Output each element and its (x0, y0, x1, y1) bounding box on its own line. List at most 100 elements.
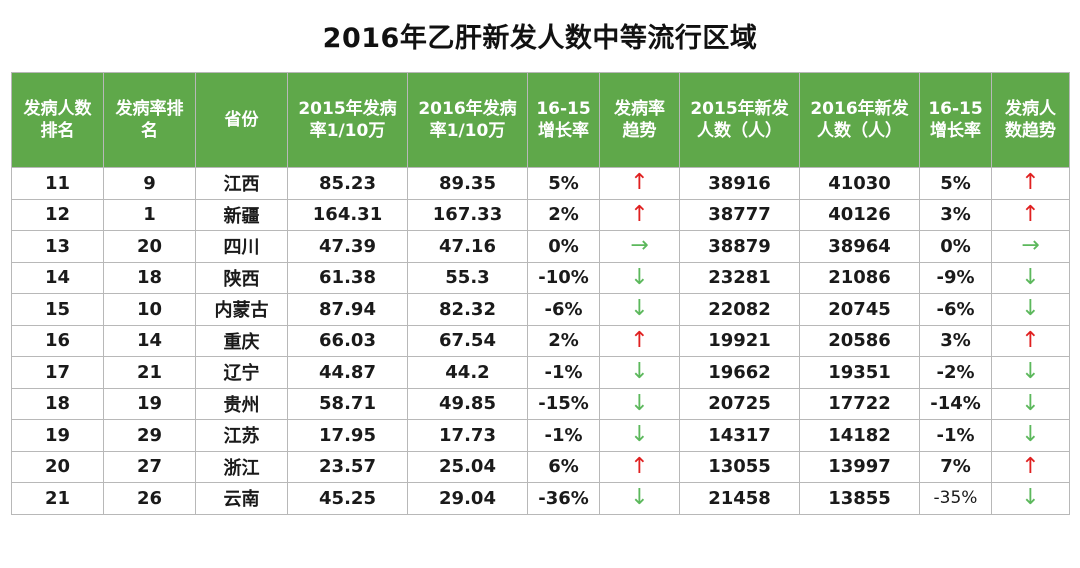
cases-2016-cell: 40126 (799, 198, 920, 231)
cases-2015-cell: 38777 (679, 198, 800, 231)
arrow-down-icon: ↓ (1021, 390, 1040, 416)
trend-cell: ↓ (991, 356, 1070, 389)
table-row: 12 1 新疆 164.31 167.33 2% ↑ 38777 40126 3% ↑ (11, 198, 1070, 231)
table-row: 11 9 江西 85.23 89.35 5% ↑ 38916 41030 5% ↑ (11, 167, 1070, 200)
cases-growth-cell: -1% (919, 419, 992, 452)
rank-cell: 17 (11, 356, 104, 389)
trend-cell: ↓ (991, 293, 1070, 326)
cases-growth-cell: 7% (919, 450, 992, 483)
cases-growth-cell: -35% (919, 482, 992, 515)
column-header: 发病率排名 (103, 72, 196, 168)
cases-2016-cell: 38964 (799, 230, 920, 263)
cases-2015-cell: 19662 (679, 356, 800, 389)
cases-2015-cell: 22082 (679, 293, 800, 326)
cases-2015-cell: 20725 (679, 387, 800, 420)
trend-cell: ↑ (599, 167, 680, 200)
table-row: 19 29 江苏 17.95 17.73 -1% ↓ 14317 14182 -1% ↓ (11, 419, 1070, 452)
trend-cell: → (599, 230, 680, 263)
province-cell: 江西 (195, 167, 288, 200)
table-row: 16 14 重庆 66.03 67.54 2% ↑ 19921 20586 3% ↑ (11, 324, 1070, 357)
rate-growth-cell: -36% (527, 482, 600, 515)
arrow-down-icon: ↓ (630, 422, 649, 448)
rate-2015-cell: 47.39 (287, 230, 408, 263)
rate-growth-cell: 2% (527, 198, 600, 231)
province-cell: 内蒙古 (195, 293, 288, 326)
rate-2015-cell: 61.38 (287, 261, 408, 294)
rank-cell: 15 (11, 293, 104, 326)
rate-2016-cell: 29.04 (407, 482, 528, 515)
cases-2016-cell: 41030 (799, 167, 920, 200)
arrow-up-icon: ↑ (1021, 327, 1040, 353)
column-header: 发病率 趋势 (599, 72, 680, 168)
column-header: 2016年发病 率1/10万 (407, 72, 528, 168)
trend-cell: ↑ (599, 324, 680, 357)
rate-rank-cell: 18 (103, 261, 196, 294)
rate-2016-cell: 67.54 (407, 324, 528, 357)
cases-2016-cell: 17722 (799, 387, 920, 420)
arrow-up-icon: ↑ (630, 327, 649, 353)
table-row: 15 10 内蒙古 87.94 82.32 -6% ↓ 22082 20745 -6% ↓ (11, 293, 1070, 326)
rate-growth-cell: -6% (527, 293, 600, 326)
column-header: 发病人 数趋势 (991, 72, 1070, 168)
rate-2015-cell: 58.71 (287, 387, 408, 420)
trend-cell: ↓ (991, 387, 1070, 420)
arrow-down-icon: ↓ (1021, 264, 1040, 290)
cases-growth-cell: -6% (919, 293, 992, 326)
rate-rank-cell: 14 (103, 324, 196, 357)
rate-growth-cell: -1% (527, 419, 600, 452)
trend-cell: ↑ (991, 198, 1070, 231)
cases-2015-cell: 23281 (679, 261, 800, 294)
rate-growth-cell: 2% (527, 324, 600, 357)
column-header: 省份 (195, 72, 288, 168)
arrow-right-icon: → (1021, 233, 1040, 259)
cases-2016-cell: 20586 (799, 324, 920, 357)
province-cell: 新疆 (195, 198, 288, 231)
rate-rank-cell: 29 (103, 419, 196, 452)
rate-growth-cell: -1% (527, 356, 600, 389)
rate-2015-cell: 87.94 (287, 293, 408, 326)
trend-cell: ↑ (991, 167, 1070, 200)
rate-growth-cell: -10% (527, 261, 600, 294)
rate-2016-cell: 17.73 (407, 419, 528, 452)
column-header: 2016年新发 人数（人） (799, 72, 920, 168)
trend-cell: → (991, 230, 1070, 263)
column-header: 16-15 增长率 (919, 72, 992, 168)
rate-growth-cell: 5% (527, 167, 600, 200)
rate-2016-cell: 89.35 (407, 167, 528, 200)
rate-2016-cell: 82.32 (407, 293, 528, 326)
cases-2015-cell: 38916 (679, 167, 800, 200)
rank-cell: 11 (11, 167, 104, 200)
arrow-down-icon: ↓ (1021, 359, 1040, 385)
header-row: 发病人数 排名 发病率排名省份 2015年发病 率1/10万 2016年发病 率1/10万 1… (11, 72, 1070, 168)
trend-cell: ↓ (991, 419, 1070, 452)
cases-2016-cell: 13855 (799, 482, 920, 515)
rank-cell: 13 (11, 230, 104, 263)
rate-rank-cell: 21 (103, 356, 196, 389)
province-cell: 辽宁 (195, 356, 288, 389)
cases-2015-cell: 38879 (679, 230, 800, 263)
arrow-down-icon: ↓ (1021, 296, 1040, 322)
trend-cell: ↑ (991, 450, 1070, 483)
table-row: 20 27 浙江 23.57 25.04 6% ↑ 13055 13997 7% ↑ (11, 450, 1070, 483)
trend-cell: ↓ (599, 387, 680, 420)
rank-cell: 19 (11, 419, 104, 452)
arrow-right-icon: → (630, 233, 649, 259)
table-row: 17 21 辽宁 44.87 44.2 -1% ↓ 19662 19351 -2% ↓ (11, 356, 1070, 389)
trend-cell: ↓ (599, 419, 680, 452)
column-header: 16-15 增长率 (527, 72, 600, 168)
cases-growth-cell: 0% (919, 230, 992, 263)
trend-cell: ↓ (991, 482, 1070, 515)
arrow-down-icon: ↓ (630, 390, 649, 416)
arrow-up-icon: ↑ (630, 201, 649, 227)
table-row: 21 26 云南 45.25 29.04 -36% ↓ 21458 13855 -35% ↓ (11, 482, 1070, 515)
cases-growth-cell: -2% (919, 356, 992, 389)
cases-2016-cell: 19351 (799, 356, 920, 389)
cases-2016-cell: 21086 (799, 261, 920, 294)
rate-2016-cell: 25.04 (407, 450, 528, 483)
rate-rank-cell: 20 (103, 230, 196, 263)
cases-2016-cell: 13997 (799, 450, 920, 483)
trend-cell: ↑ (599, 450, 680, 483)
province-cell: 浙江 (195, 450, 288, 483)
cases-2016-cell: 20745 (799, 293, 920, 326)
cases-2015-cell: 14317 (679, 419, 800, 452)
